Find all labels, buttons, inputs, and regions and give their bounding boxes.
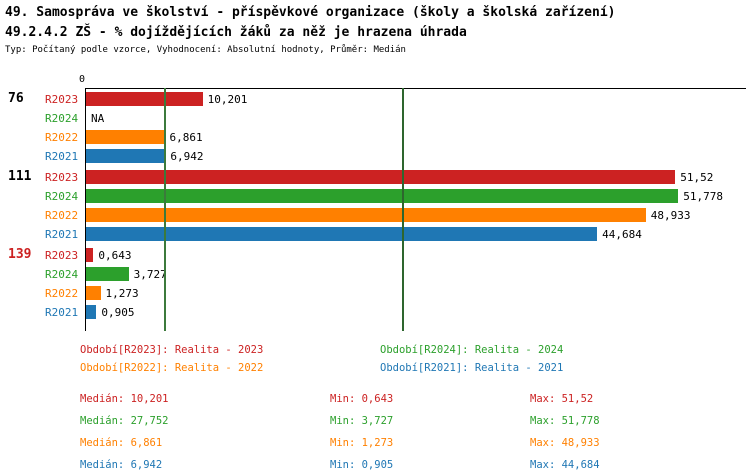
plot-top-border bbox=[85, 88, 746, 89]
bar bbox=[86, 305, 97, 319]
series-label: R2023 bbox=[45, 93, 79, 106]
series-label: R2022 bbox=[45, 287, 79, 300]
bar bbox=[86, 286, 101, 300]
bar-value-label: 1,273 bbox=[105, 287, 139, 300]
legend-item-r2021: Období[R2021]: Realita - 2021 bbox=[380, 362, 564, 374]
chart-meta-line: Typ: Počítaný podle vzorce, Vyhodnocení:… bbox=[5, 45, 406, 55]
x-axis-zero-label: 0 bbox=[79, 74, 86, 85]
stat-min-r2022: Min: 1,273 bbox=[330, 437, 394, 449]
series-label: R2023 bbox=[45, 171, 79, 184]
bar-value-label: 6,861 bbox=[169, 131, 203, 144]
stat-min-r2024: Min: 3,727 bbox=[330, 415, 394, 427]
bar-value-label: 44,684 bbox=[602, 228, 642, 241]
bar-value-label: NA bbox=[91, 112, 105, 125]
stat-median-r2021: Medián: 6,942 bbox=[80, 459, 163, 471]
series-label: R2024 bbox=[45, 112, 79, 125]
median-reference-line bbox=[164, 88, 166, 331]
legend-item-r2024: Období[R2024]: Realita - 2024 bbox=[380, 344, 564, 356]
stat-max-r2023: Max: 51,52 bbox=[530, 393, 594, 405]
bar bbox=[86, 267, 129, 281]
series-label: R2022 bbox=[45, 131, 79, 144]
series-label: R2021 bbox=[45, 150, 79, 163]
bar bbox=[86, 227, 598, 241]
series-label: R2022 bbox=[45, 209, 79, 222]
bar bbox=[86, 189, 679, 203]
group-label: 139 bbox=[8, 247, 32, 262]
bar bbox=[86, 149, 166, 163]
series-label: R2021 bbox=[45, 228, 79, 241]
stat-max-r2024: Max: 51,778 bbox=[530, 415, 600, 427]
page-title: 49. Samospráva ve školství - příspěvkové… bbox=[5, 5, 616, 20]
bar-value-label: 3,727 bbox=[133, 268, 167, 281]
stat-median-r2024: Medián: 27,752 bbox=[80, 415, 169, 427]
stat-min-r2023: Min: 0,643 bbox=[330, 393, 394, 405]
bar bbox=[86, 130, 165, 144]
bar bbox=[86, 92, 203, 106]
legend-item-r2023: Období[R2023]: Realita - 2023 bbox=[80, 344, 264, 356]
stat-min-r2021: Min: 0,905 bbox=[330, 459, 394, 471]
stat-median-r2022: Medián: 6,861 bbox=[80, 437, 163, 449]
series-label: R2023 bbox=[45, 249, 79, 262]
bar-value-label: 0,905 bbox=[101, 306, 135, 319]
series-label: R2021 bbox=[45, 306, 79, 319]
bar bbox=[86, 170, 676, 184]
legend-item-r2022: Období[R2022]: Realita - 2022 bbox=[80, 362, 264, 374]
stat-max-r2022: Max: 48,933 bbox=[530, 437, 600, 449]
group-label: 76 bbox=[8, 91, 24, 106]
y-axis-line bbox=[85, 88, 86, 331]
group-label: 111 bbox=[8, 169, 32, 184]
page-subtitle: 49.2.4.2 ZŠ - % dojíždějících žáků za ně… bbox=[5, 25, 467, 40]
series-label: R2024 bbox=[45, 190, 79, 203]
bar bbox=[86, 208, 646, 222]
bar-value-label: 0,643 bbox=[98, 249, 132, 262]
bar bbox=[86, 248, 94, 262]
stat-max-r2021: Max: 44,684 bbox=[530, 459, 600, 471]
bar-value-label: 10,201 bbox=[207, 93, 248, 106]
bar-value-label: 51,778 bbox=[683, 190, 723, 203]
bar-value-label: 48,933 bbox=[650, 209, 691, 222]
stat-median-r2023: Medián: 10,201 bbox=[80, 393, 169, 405]
median-reference-line bbox=[402, 88, 404, 331]
bar-value-label: 6,942 bbox=[170, 150, 204, 163]
series-label: R2024 bbox=[45, 268, 79, 281]
bar-value-label: 51,52 bbox=[680, 171, 714, 184]
